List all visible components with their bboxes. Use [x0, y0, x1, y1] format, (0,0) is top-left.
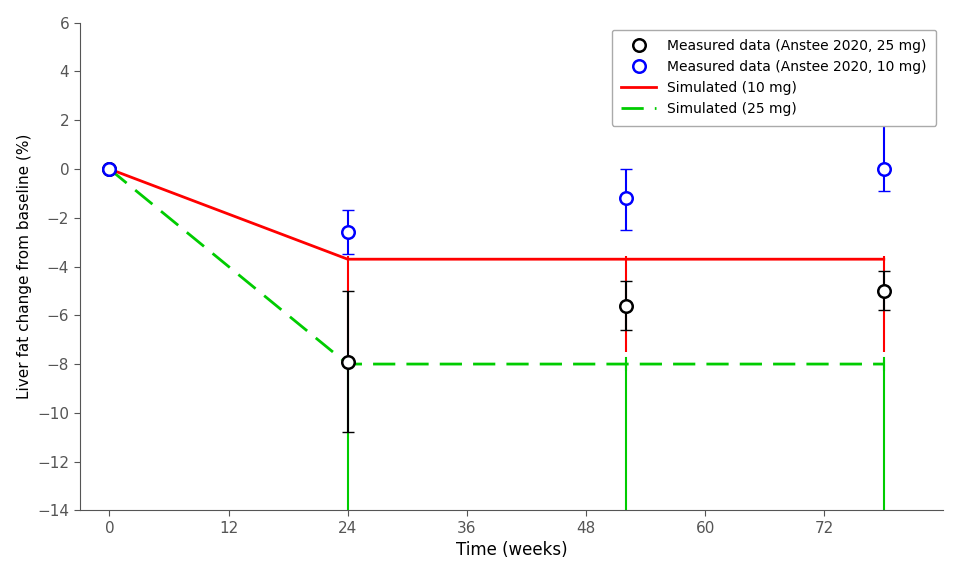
- Legend: Measured data (Anstee 2020, 25 mg), Measured data (Anstee 2020, 10 mg), Simulate: Measured data (Anstee 2020, 25 mg), Meas…: [612, 29, 936, 126]
- X-axis label: Time (weeks): Time (weeks): [456, 541, 567, 559]
- Y-axis label: Liver fat change from baseline (%): Liver fat change from baseline (%): [16, 134, 32, 399]
